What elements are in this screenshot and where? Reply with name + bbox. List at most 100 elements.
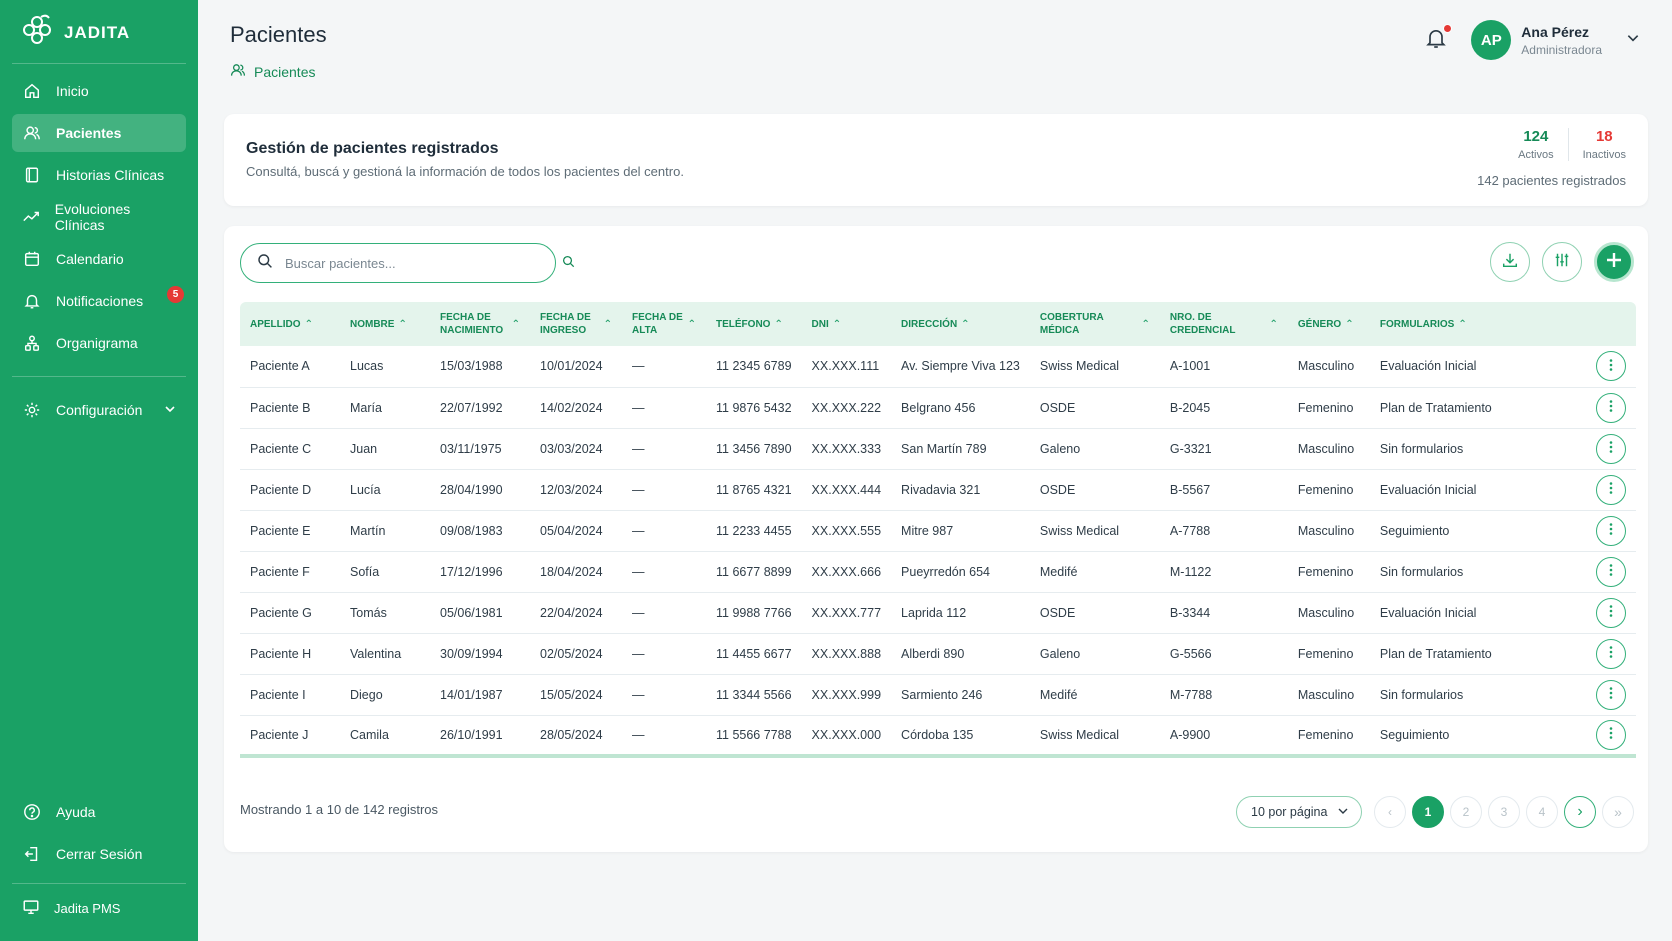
table-row[interactable]: Paciente E Martín 09/08/1983 05/04/2024—11 … — [240, 510, 1636, 552]
row-menu-button[interactable] — [1596, 515, 1626, 546]
column-header-telefono[interactable]: TELÉFONO ⌃ — [706, 302, 802, 346]
cell-apellido: Paciente A — [240, 346, 340, 388]
sidebar-item-configuracion[interactable]: Configuración — [12, 391, 186, 429]
cell-fecha-ingreso: 18/04/2024 — [530, 551, 622, 593]
notification-dot — [1443, 24, 1452, 33]
patients-table: APELLIDO ⌃ NOMBRE ⌃ FECHA DE NACIMIENTO ⌃ FECH… — [240, 302, 1636, 758]
column-header-label: NOMBRE — [350, 318, 395, 330]
cell-direccion: Rivadavia 321 — [891, 469, 1030, 511]
table-row[interactable]: Paciente I Diego 14/01/1987 15/05/2024—11 3… — [240, 674, 1636, 716]
prev-page-button[interactable]: ‹ — [1374, 796, 1406, 828]
cell-nombre: Juan — [340, 428, 430, 470]
chevron-down-icon[interactable] — [164, 402, 176, 418]
table-row[interactable]: Paciente F Sofía 17/12/1996 18/04/2024—11 6… — [240, 551, 1636, 593]
sort-icon[interactable]: ⌃ — [398, 318, 407, 330]
sidebar-item-pacientes[interactable]: Pacientes — [12, 114, 186, 152]
sidebar-item-historias[interactable]: Historias Clínicas — [12, 156, 186, 194]
table-row[interactable]: Paciente C Juan 03/11/1975 03/03/2024—11 34… — [240, 428, 1636, 470]
row-menu-button[interactable] — [1596, 392, 1626, 423]
table-row[interactable]: Paciente J Camila 26/10/1991 28/05/2024—11 … — [240, 715, 1636, 758]
sidebar-item-evoluciones[interactable]: Evoluciones Clínicas — [12, 198, 186, 236]
trend-icon — [22, 207, 41, 227]
cell-nombre: Camila — [340, 715, 430, 758]
row-menu-button[interactable] — [1596, 474, 1626, 505]
download-icon — [1501, 251, 1519, 274]
sort-icon[interactable]: ⌃ — [304, 318, 313, 330]
more-vertical-icon — [1604, 440, 1618, 457]
sidebar-bottom: Ayuda Cerrar Sesión Jadita PMS — [0, 789, 198, 941]
column-header-fecha-ingreso[interactable]: FECHA DE INGRESO ⌃ — [530, 302, 622, 346]
column-header-fecha-nacimiento[interactable]: FECHA DE NACIMIENTO ⌃ — [430, 302, 530, 346]
add-patient-button[interactable] — [1594, 242, 1634, 282]
row-menu-button[interactable] — [1596, 719, 1626, 750]
sort-icon[interactable]: ⌃ — [1269, 318, 1278, 330]
per-page-select[interactable]: 10 por página — [1236, 796, 1362, 828]
table-body: Paciente A Lucas 15/03/1988 10/01/2024—11 2… — [240, 346, 1636, 758]
page-button-4[interactable]: 4 — [1526, 796, 1558, 828]
sort-icon[interactable]: ⌃ — [603, 318, 612, 330]
last-page-button[interactable]: » — [1602, 796, 1634, 828]
column-header-cobertura[interactable]: COBERTURA MÉDICA ⌃ — [1030, 302, 1160, 346]
cell-apellido: Paciente H — [240, 633, 340, 675]
cell-fecha-alta: — — [622, 674, 706, 716]
column-header-label: FECHA DE ALTA — [632, 312, 683, 336]
sidebar-item-cerrar-sesion[interactable]: Cerrar Sesión — [12, 835, 186, 873]
cell-direccion: Alberdi 890 — [891, 633, 1030, 675]
column-header-apellido[interactable]: APELLIDO ⌃ — [240, 302, 340, 346]
page-button-3[interactable]: 3 — [1488, 796, 1520, 828]
sort-icon[interactable]: ⌃ — [961, 318, 970, 330]
cell-apellido: Paciente G — [240, 592, 340, 634]
table-row[interactable]: Paciente D Lucía 28/04/1990 12/03/2024—11 8… — [240, 469, 1636, 511]
table-row[interactable]: Paciente G Tomás 05/06/1981 22/04/2024—11 9… — [240, 592, 1636, 634]
row-menu-button[interactable] — [1596, 433, 1626, 464]
page-button-1[interactable]: 1 — [1412, 796, 1444, 828]
sort-icon[interactable]: ⌃ — [687, 318, 696, 330]
row-menu-button[interactable] — [1596, 556, 1626, 587]
row-menu-button[interactable] — [1596, 638, 1626, 669]
sort-icon[interactable]: ⌃ — [1141, 318, 1150, 330]
column-header-formularios[interactable]: FORMULARIOS ⌃ — [1370, 302, 1518, 346]
cell-direccion: Av. Siempre Viva 123 — [891, 346, 1030, 388]
active-count: 124 — [1523, 128, 1549, 145]
notifications-button[interactable] — [1424, 24, 1452, 52]
column-header-dni[interactable]: DNI ⌃ — [802, 302, 892, 346]
column-header-nombre[interactable]: NOMBRE ⌃ — [340, 302, 430, 346]
column-header-credencial[interactable]: NRO. DE CREDENCIAL ⌃ — [1160, 302, 1288, 346]
column-header-direccion[interactable]: DIRECCIÓN ⌃ — [891, 302, 1030, 346]
sidebar-item-ayuda[interactable]: Ayuda — [12, 793, 186, 831]
sidebar-item-inicio[interactable]: Inicio — [12, 72, 186, 110]
sidebar-item-notificaciones[interactable]: Notificaciones 5 — [12, 282, 186, 320]
cell-telefono: 11 9988 7766 — [706, 592, 802, 634]
column-header-genero[interactable]: GÉNERO ⌃ — [1288, 302, 1370, 346]
row-menu-button[interactable] — [1596, 351, 1626, 382]
breadcrumb[interactable]: Pacientes — [230, 62, 315, 81]
search-icon[interactable] — [562, 255, 575, 273]
row-menu-button[interactable] — [1596, 597, 1626, 628]
column-header-fecha-alta[interactable]: FECHA DE ALTA ⌃ — [622, 302, 706, 346]
cell-genero: Masculino — [1287, 592, 1370, 634]
sort-icon[interactable]: ⌃ — [1458, 318, 1467, 330]
table-row[interactable]: Paciente H Valentina 30/09/1994 02/05/2024—… — [240, 633, 1636, 675]
filter-button[interactable] — [1542, 242, 1582, 282]
cell-cobertura: Swiss Medical — [1029, 510, 1160, 552]
download-button[interactable] — [1490, 242, 1530, 282]
cell-fecha-ingreso: 28/05/2024 — [530, 715, 622, 758]
search-box[interactable] — [240, 243, 556, 283]
next-page-button[interactable]: › — [1564, 796, 1596, 828]
sidebar-item-organigrama[interactable]: Organigrama — [12, 324, 186, 362]
sort-icon[interactable]: ⌃ — [1345, 318, 1354, 330]
cell-direccion: Laprida 112 — [891, 592, 1030, 634]
sort-icon[interactable]: ⌃ — [832, 318, 842, 330]
search-input[interactable] — [285, 255, 525, 271]
cell-fecha-alta: — — [622, 428, 706, 470]
row-menu-button[interactable] — [1596, 679, 1626, 710]
brand[interactable]: JADITA — [12, 0, 186, 64]
user-menu[interactable]: AP Ana Pérez Administradora — [1471, 20, 1640, 60]
sidebar-item-calendario[interactable]: Calendario — [12, 240, 186, 278]
table-row[interactable]: Paciente A Lucas 15/03/1988 10/01/2024—11 2… — [240, 346, 1636, 388]
sort-icon[interactable]: ⌃ — [511, 318, 520, 330]
row-actions-cell — [1517, 469, 1636, 511]
sort-icon[interactable]: ⌃ — [774, 318, 783, 330]
table-row[interactable]: Paciente B María 22/07/1992 14/02/2024—11 9… — [240, 387, 1636, 429]
page-button-2[interactable]: 2 — [1450, 796, 1482, 828]
